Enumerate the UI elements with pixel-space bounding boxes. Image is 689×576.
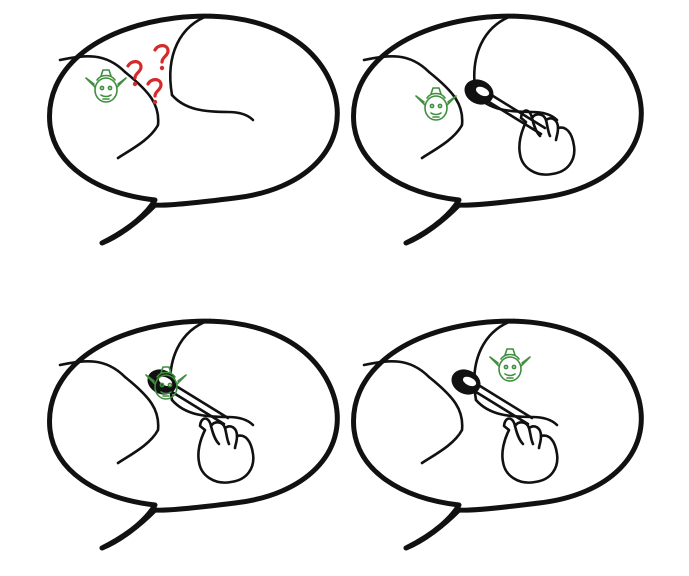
speech-bubble-icon bbox=[354, 320, 642, 548]
panel-3 bbox=[50, 320, 338, 548]
hand-icon bbox=[501, 417, 559, 484]
hand-icon bbox=[197, 417, 255, 484]
goblin-icon bbox=[489, 348, 531, 382]
question-mark-icon bbox=[126, 44, 170, 105]
goblin-icon bbox=[85, 69, 127, 103]
canal-lines bbox=[116, 375, 255, 465]
canal-lines bbox=[420, 375, 559, 465]
speech-bubble-icon bbox=[50, 15, 338, 243]
panel-2 bbox=[354, 15, 642, 243]
canal-lines bbox=[116, 70, 255, 160]
hand-icon bbox=[518, 109, 576, 176]
speech-bubble-icon bbox=[354, 15, 642, 243]
panel-4 bbox=[354, 320, 642, 548]
speech-bubble-icon bbox=[50, 320, 338, 548]
tweezers-icon bbox=[459, 73, 547, 136]
panel-1 bbox=[50, 15, 338, 243]
